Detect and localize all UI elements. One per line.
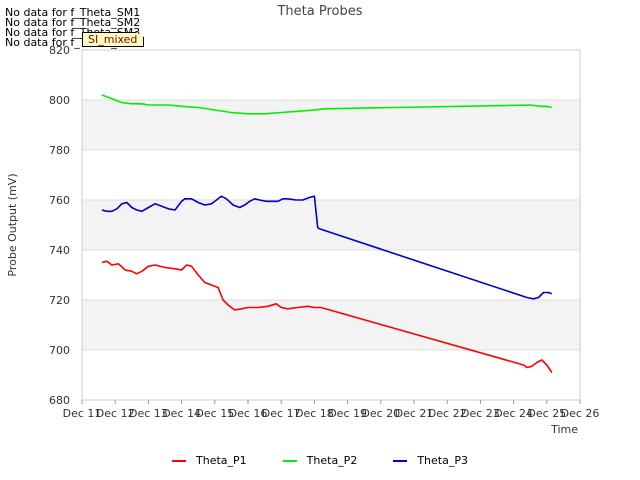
x-tick-label: Dec 24 <box>494 407 533 420</box>
y-axis-label: Probe Output (mV) <box>6 173 19 276</box>
chart-band <box>82 300 580 350</box>
x-tick-label: Dec 20 <box>361 407 400 420</box>
x-tick-label: Dec 15 <box>195 407 234 420</box>
chart-legend: Theta_P1 Theta_P2 Theta_P3 <box>0 454 640 467</box>
x-tick-label: Dec 19 <box>328 407 367 420</box>
chart-title: Theta Probes <box>276 4 362 19</box>
y-tick-label: 700 <box>49 344 70 357</box>
y-tick-label: 780 <box>49 144 70 157</box>
no-data-note: No data for f_Theta_SM3 <box>5 26 141 39</box>
legend-swatch-theta-p1 <box>172 459 187 462</box>
y-tick-label: 680 <box>49 394 70 407</box>
no-data-note: No data for f_Theta_SM1 <box>5 6 141 19</box>
x-tick-label: Dec 21 <box>395 407 434 420</box>
chart-grid <box>82 49 580 401</box>
legend-swatch-theta-p3 <box>393 459 408 462</box>
y-tick-label: 740 <box>49 244 70 257</box>
y-tick-label: 800 <box>49 94 70 107</box>
no-data-note: No data for f_Theta_SM2 <box>5 16 141 29</box>
x-tick-label: Dec 23 <box>461 407 500 420</box>
x-tick-label: Dec 14 <box>162 407 201 420</box>
x-axis-label: Time <box>550 423 578 436</box>
legend-label-theta-p3: Theta_P3 <box>417 454 468 467</box>
series-line-theta-p1 <box>101 260 553 373</box>
y-tick-label: 720 <box>49 294 70 307</box>
plot-frame <box>81 49 581 401</box>
legend-swatch-theta-p2 <box>282 459 297 462</box>
x-tick-label: Dec 25 <box>527 407 566 420</box>
x-tick-label: Dec 17 <box>262 407 301 420</box>
x-tick-label: Dec 22 <box>428 407 467 420</box>
y-axis-ticks: 680 700 720 740 760 780 800 820 <box>49 44 70 407</box>
series-layer <box>101 94 553 373</box>
x-tick-label: Dec 26 <box>561 407 600 420</box>
chart-bands <box>82 100 580 350</box>
series-line-theta-p2 <box>101 94 552 115</box>
x-tick-label: Dec 18 <box>295 407 334 420</box>
legend-item-theta-p2[interactable]: Theta_P2 <box>282 454 358 467</box>
chart-band <box>82 200 580 250</box>
x-tick-label: Dec 13 <box>129 407 168 420</box>
y-tick-label: 760 <box>49 194 70 207</box>
si-mixed-badge: SI_mixed <box>82 32 145 47</box>
legend-label-theta-p2: Theta_P2 <box>306 454 358 467</box>
legend-item-theta-p1[interactable]: Theta_P1 <box>172 454 247 467</box>
no-data-notes: No data for f_Theta_SM1 No data for f_Th… <box>5 6 141 49</box>
x-tick-label: Dec 11 <box>63 407 102 420</box>
y-tick-label: 820 <box>49 44 70 57</box>
no-data-note: No data for f_Theta_SM4 <box>5 36 141 49</box>
legend-item-theta-p3[interactable]: Theta_P3 <box>393 454 468 467</box>
x-tick-label: Dec 12 <box>96 407 135 420</box>
x-tick-label: Dec 16 <box>229 407 268 420</box>
series-line-theta-p3 <box>101 195 553 300</box>
chart-band <box>82 100 580 150</box>
legend-label-theta-p1: Theta_P1 <box>196 454 247 467</box>
